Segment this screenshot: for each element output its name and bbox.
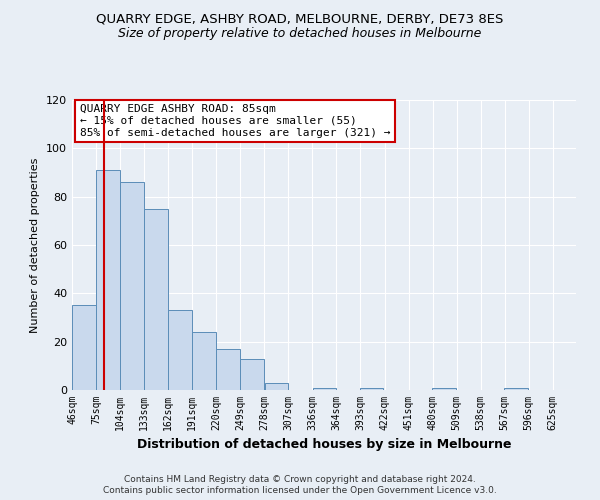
Bar [96, 170, 120, 390]
Bar [120, 182, 144, 390]
Bar [169, 310, 192, 390]
Bar [72, 306, 96, 390]
Bar [217, 349, 240, 390]
Bar [360, 388, 383, 390]
Text: Contains public sector information licensed under the Open Government Licence v3: Contains public sector information licen… [103, 486, 497, 495]
Bar [313, 388, 336, 390]
Bar [265, 383, 288, 390]
X-axis label: Distribution of detached houses by size in Melbourne: Distribution of detached houses by size … [137, 438, 511, 452]
Bar [504, 388, 528, 390]
Y-axis label: Number of detached properties: Number of detached properties [31, 158, 40, 332]
Bar [432, 388, 455, 390]
Text: Size of property relative to detached houses in Melbourne: Size of property relative to detached ho… [118, 28, 482, 40]
Bar [241, 358, 264, 390]
Text: QUARRY EDGE, ASHBY ROAD, MELBOURNE, DERBY, DE73 8ES: QUARRY EDGE, ASHBY ROAD, MELBOURNE, DERB… [97, 12, 503, 26]
Bar [145, 209, 168, 390]
Text: QUARRY EDGE ASHBY ROAD: 85sqm
← 15% of detached houses are smaller (55)
85% of s: QUARRY EDGE ASHBY ROAD: 85sqm ← 15% of d… [80, 104, 390, 138]
Bar [193, 332, 216, 390]
Text: Contains HM Land Registry data © Crown copyright and database right 2024.: Contains HM Land Registry data © Crown c… [124, 475, 476, 484]
